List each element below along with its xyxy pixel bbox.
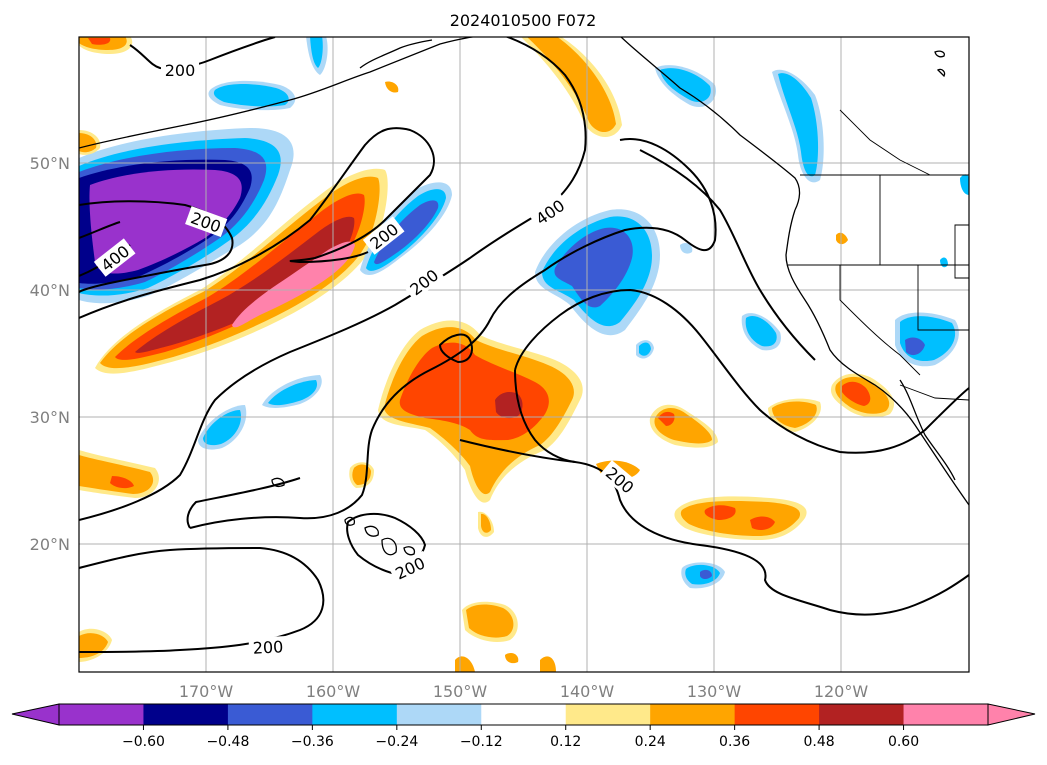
- lon-label: 130°W: [687, 682, 742, 701]
- colorbar-tick-label: 0.60: [888, 734, 919, 750]
- contour-label: 200: [252, 637, 283, 658]
- shaded-field-layer: [79, 37, 969, 672]
- lon-label: 150°W: [433, 682, 488, 701]
- colorbar-segment: [903, 704, 989, 725]
- contour-label: 200: [165, 61, 196, 80]
- hawaii-islands: [271, 477, 416, 556]
- colorbar-segment: [396, 704, 482, 725]
- longitude-labels: 170°W 160°W 150°W 140°W 130°W 120°W: [179, 682, 869, 701]
- contour-400-se: [189, 138, 717, 529]
- lon-label: 170°W: [179, 682, 234, 701]
- colorbar-segment: [312, 704, 398, 725]
- colorbar-tick-label: −0.24: [375, 734, 418, 750]
- coastlines: [79, 37, 969, 556]
- contour-200-inner: [514, 289, 969, 454]
- lat-label: 20°N: [30, 535, 70, 554]
- colorbar-frame: [58, 703, 989, 726]
- lon-label: 120°W: [814, 682, 869, 701]
- latitude-labels: 50°N 40°N 30°N 20°N: [30, 154, 70, 554]
- colorbar-tick-label: 0.36: [719, 734, 750, 750]
- contour-200-ridge: [79, 547, 325, 653]
- alaska-coast: [79, 37, 478, 149]
- colorbar-tick-label: 0.24: [635, 734, 666, 750]
- lat-label: 30°N: [30, 408, 70, 427]
- map-panel: 200 200 400 200 200 400 200 200 200: [78, 36, 970, 673]
- map-frame: [78, 36, 970, 673]
- us-west-coast: [785, 209, 969, 506]
- lat-label: 40°N: [30, 281, 70, 300]
- contour-200-trough: [79, 127, 435, 319]
- lon-label: 140°W: [560, 682, 615, 701]
- colorbar-segments: [59, 704, 989, 725]
- contour-200-cutoff: [186, 439, 969, 616]
- colorbar-tick-label: 0.48: [804, 734, 835, 750]
- contour-lines: [79, 37, 969, 653]
- colorbar-segment: [227, 704, 313, 725]
- colorbar-tick-label: 0.12: [550, 734, 581, 750]
- bc-coast: [620, 37, 801, 211]
- colorbar-tick-label: −0.36: [291, 734, 334, 750]
- colorbar-segment: [59, 704, 144, 725]
- colorbar-segment: [734, 704, 820, 725]
- chart-title: 2024010500 F072: [450, 11, 597, 30]
- lat-label: 50°N: [30, 154, 70, 173]
- colorbar-ticks: −0.60 −0.48 −0.36 −0.24 −0.12 0.12 0.24 0.36 0.4…: [122, 725, 919, 750]
- contour-200-nw: [79, 200, 234, 293]
- colorbar-tick-label: −0.48: [206, 734, 249, 750]
- colorbar-segment: [819, 704, 905, 725]
- colorbar-extend-low: [11, 703, 60, 726]
- colorbar: −0.60 −0.48 −0.36 −0.24 −0.12 0.12 0.24 0.36 0.4…: [11, 703, 1036, 750]
- colorbar-extend-high: [987, 703, 1036, 726]
- gridlines: [79, 37, 969, 672]
- colorbar-segment: [650, 704, 736, 725]
- colorbar-tick-label: −0.60: [122, 734, 165, 750]
- colorbar-segment: [481, 704, 567, 725]
- lon-label: 160°W: [306, 682, 361, 701]
- colorbar-segment: [565, 704, 651, 725]
- colorbar-tick-label: −0.12: [460, 734, 503, 750]
- colorbar-segment: [143, 704, 229, 725]
